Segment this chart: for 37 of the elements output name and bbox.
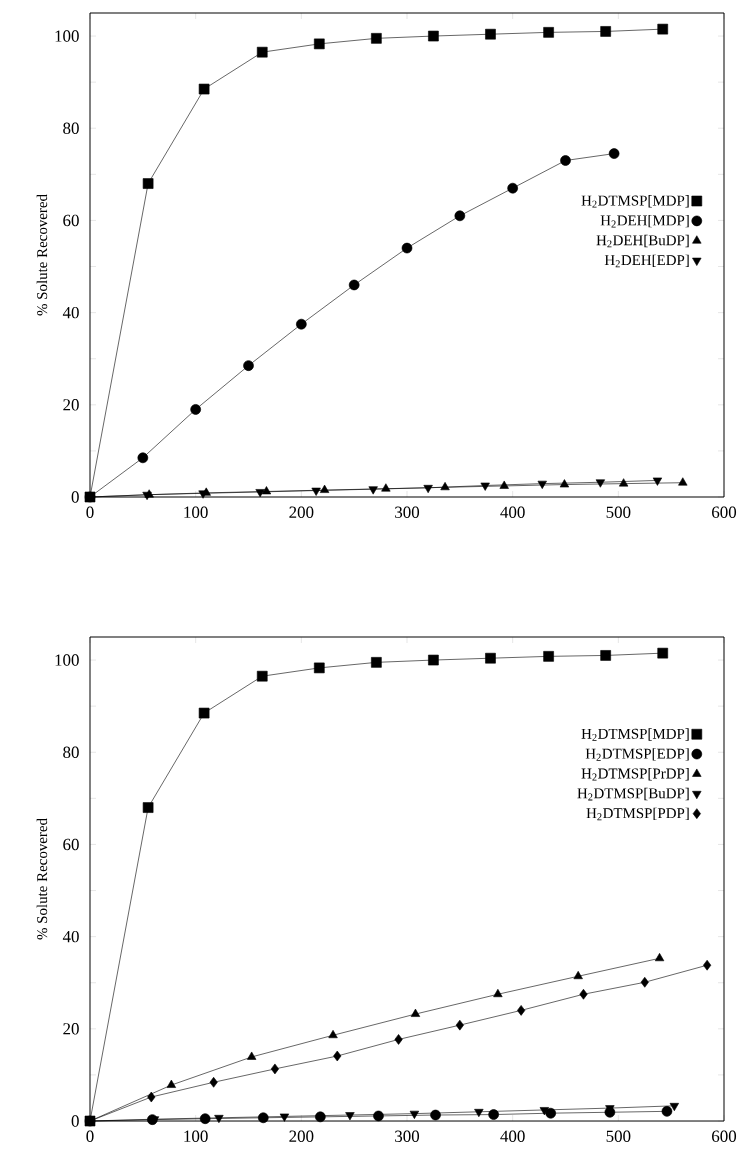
legend-label: H$_{2}$DEH[MDP]: [600, 214, 689, 228]
y-tick-label: 80: [63, 122, 79, 134]
x-tick-label: 200: [289, 1130, 314, 1142]
y-tick-label: 60: [63, 838, 79, 851]
legend-label: H$_{2}$DEH[BuDP]: [596, 234, 689, 248]
x-tick-label: 500: [606, 1130, 631, 1142]
y-tick-label: 60: [63, 214, 79, 227]
y-tick-label: 40: [62, 930, 79, 943]
y-axis-title: % Solute Recovered: [36, 194, 48, 316]
y-tick-label: 20: [63, 399, 79, 411]
y-tick-label: 20: [63, 1023, 79, 1035]
y-tick-label: 100: [55, 654, 79, 666]
legend-label: H$_{2}$DEH[EDP]: [604, 254, 689, 268]
y-tick-label: 80: [63, 746, 79, 758]
x-tick-label: 100: [184, 506, 208, 518]
legend-label: H$_{2}$DTMSP[BuDP]: [577, 787, 689, 801]
y-tick-label: 40: [62, 306, 79, 319]
x-tick-label: 100: [184, 1130, 208, 1142]
x-tick-label: 500: [606, 506, 631, 518]
legend-label: H$_{2}$DTMSP[PDP]: [586, 807, 689, 821]
legend-label: H$_{2}$DTMSP[EDP]: [585, 748, 689, 761]
x-tick-label: 200: [289, 506, 314, 518]
y-axis-title: % Solute Recovered: [36, 818, 48, 940]
x-tick-label: 400: [500, 1130, 525, 1142]
x-tick-label: 0: [86, 1130, 94, 1142]
x-tick-label: 600: [712, 1130, 737, 1142]
legend-label: H$_{2}$DTMSP[PrDP]: [581, 768, 689, 781]
legend-label: H$_{2}$DTMSP[MDP]: [581, 728, 689, 741]
legend-label: H$_{2}$DTMSP[MDP]: [581, 195, 689, 208]
x-tick-label: 600: [712, 506, 737, 518]
y-tick-label: 100: [55, 30, 79, 42]
y-tick-label: 0: [71, 1115, 79, 1127]
x-tick-label: 300: [395, 506, 420, 518]
x-tick-label: 400: [500, 506, 525, 518]
y-tick-label: 0: [71, 491, 79, 503]
x-tick-label: 300: [395, 1130, 420, 1142]
x-tick-label: 0: [86, 506, 94, 518]
